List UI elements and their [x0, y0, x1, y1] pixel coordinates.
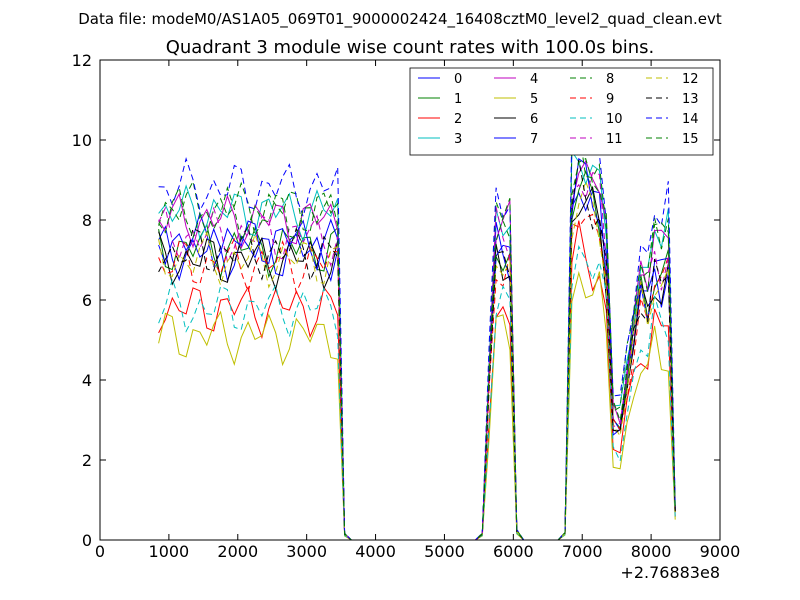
- x-tick-label: 6000: [493, 542, 534, 561]
- legend-label-5: 5: [530, 92, 538, 107]
- y-tick-label: 4: [82, 371, 92, 390]
- series-line-15: [158, 157, 676, 541]
- legend-label-7: 7: [530, 132, 538, 147]
- series-line-9: [158, 213, 676, 541]
- y-tick-label: 10: [72, 131, 92, 150]
- legend-label-2: 2: [454, 112, 462, 127]
- y-tick-label: 12: [72, 51, 92, 70]
- legend-label-8: 8: [606, 72, 614, 87]
- x-tick-label: 2000: [217, 542, 258, 561]
- series-line-3: [158, 149, 676, 541]
- plot-series-layer: [158, 125, 676, 541]
- legend-label-4: 4: [530, 72, 538, 87]
- legend-label-10: 10: [606, 112, 623, 127]
- y-tick-label: 0: [82, 531, 92, 550]
- x-tick-label: 7000: [562, 542, 603, 561]
- legend-label-0: 0: [454, 72, 462, 87]
- series-line-10: [158, 244, 676, 541]
- x-axis-offset-label: +2.76883e8: [620, 563, 720, 582]
- x-tick-label: 8000: [631, 542, 672, 561]
- y-tick-label: 2: [82, 451, 92, 470]
- legend-label-3: 3: [454, 132, 462, 147]
- x-tick-label: 5000: [424, 542, 465, 561]
- axis-ticks: 0 1000 2000 3000 4000 5000 6000 7000 8000 9000 0 2 4…: [72, 51, 741, 561]
- y-tick-label: 8: [82, 211, 92, 230]
- legend-label-6: 6: [530, 112, 538, 127]
- figure-supertitle: Data file: modeM0/AS1A05_069T01_90000024…: [78, 10, 722, 29]
- y-tick-label: 6: [82, 291, 92, 310]
- x-tick-label: 3000: [286, 542, 327, 561]
- legend-label-9: 9: [606, 92, 614, 107]
- x-tick-label: 1000: [149, 542, 190, 561]
- legend-label-15: 15: [682, 132, 699, 147]
- series-line-2: [158, 220, 676, 541]
- chart-title: Quadrant 3 module wise count rates with …: [166, 37, 655, 58]
- series-line-8: [158, 127, 676, 541]
- x-tick-label: 9000: [700, 542, 741, 561]
- x-tick-label: 0: [95, 542, 105, 561]
- legend-label-11: 11: [606, 132, 623, 147]
- legend-frame: [409, 67, 714, 156]
- legend-label-13: 13: [682, 92, 699, 107]
- series-line-6: [158, 185, 676, 541]
- x-tick-label: 4000: [355, 542, 396, 561]
- legend-label-1: 1: [454, 92, 462, 107]
- legend-label-12: 12: [682, 72, 699, 87]
- legend-label-14: 14: [682, 112, 699, 127]
- series-line-12: [158, 179, 676, 541]
